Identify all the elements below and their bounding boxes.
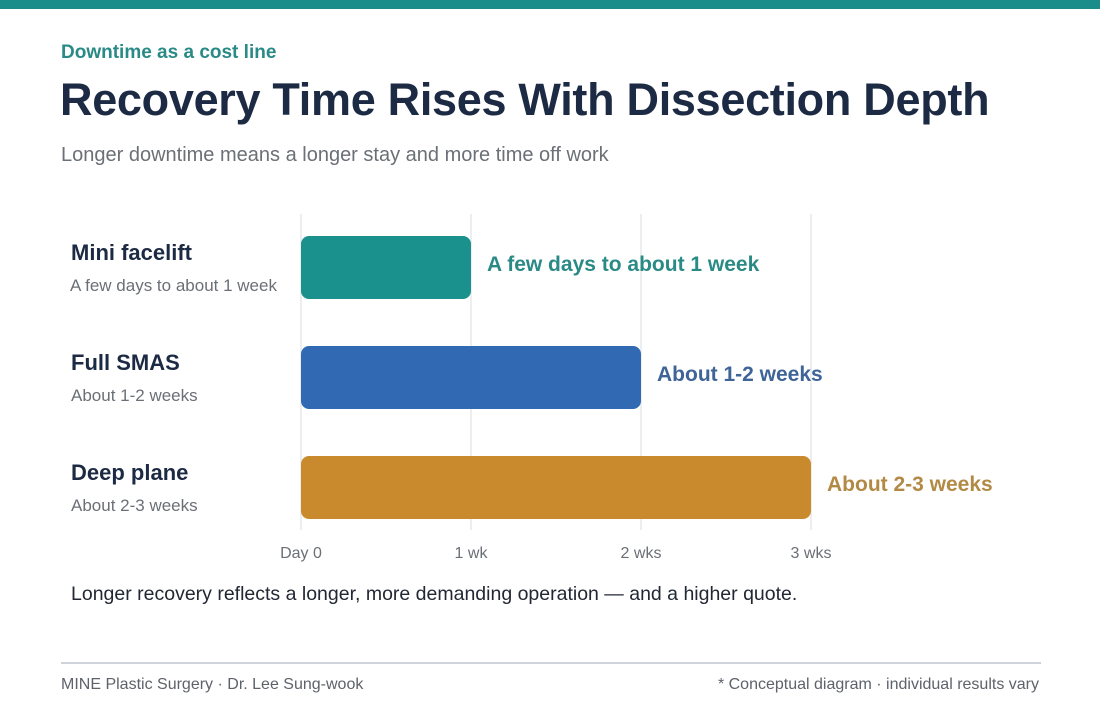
- bar-value-label: About 1-2 weeks: [657, 363, 823, 386]
- bar: [301, 236, 471, 299]
- chart-caption: Longer recovery reflects a longer, more …: [71, 583, 798, 605]
- category-label: Deep plane: [71, 460, 188, 485]
- category-label: Full SMAS: [71, 350, 180, 375]
- footer-disclaimer: * Conceptual diagram · individual result…: [717, 676, 1039, 693]
- page-title: Recovery Time Rises With Dissection Dept…: [60, 74, 990, 125]
- category-description: About 1-2 weeks: [71, 386, 198, 405]
- category-description: A few days to about 1 week: [70, 276, 277, 295]
- recovery-bar-chart: Day 0 1 wk 2 wks 3 wks Mini facelift A few da…: [70, 214, 993, 562]
- bar-value-label: A few days to about 1 week: [487, 253, 760, 276]
- top-accent-bar: [0, 0, 1100, 9]
- x-tick-label: 3 wks: [791, 545, 832, 562]
- category-description: About 2-3 weeks: [71, 496, 198, 515]
- eyebrow-label: Downtime as a cost line: [61, 42, 277, 63]
- x-tick-label: 2 wks: [621, 545, 662, 562]
- x-tick-label: Day 0: [280, 545, 322, 562]
- page-subtitle: Longer downtime means a longer stay and …: [61, 144, 609, 166]
- bar: [301, 346, 641, 409]
- x-tick-label: 1 wk: [455, 545, 489, 562]
- footer-source: MINE Plastic Surgery · Dr. Lee Sung-wook: [61, 676, 364, 693]
- footer-divider: [61, 662, 1041, 664]
- bar-value-label: About 2-3 weeks: [827, 473, 993, 496]
- bar: [301, 456, 811, 519]
- category-label: Mini facelift: [71, 240, 193, 265]
